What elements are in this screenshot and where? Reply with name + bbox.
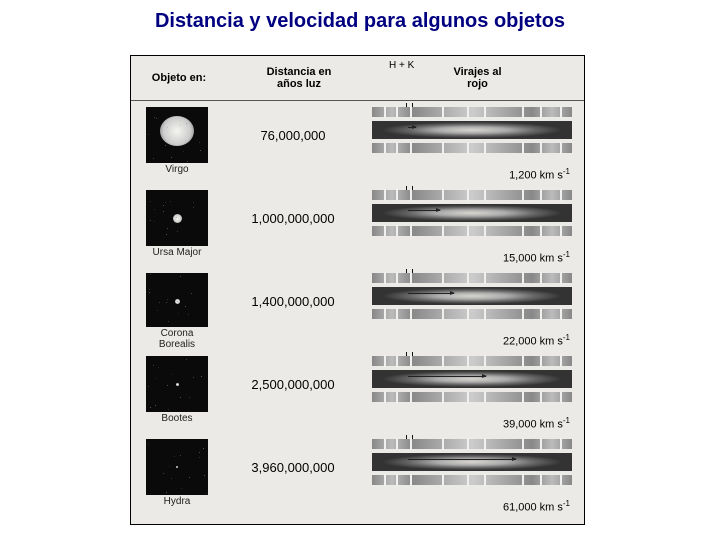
galaxy-image [146,273,208,327]
spectrum [372,190,572,236]
object-cell: Virgo [131,101,223,184]
velocity-value: 15,000 km s-1 [503,250,570,265]
object-cell: Ursa Major [131,184,223,267]
redshift-arrow-icon [408,459,516,460]
galaxy-image [146,107,208,163]
spectrum-cell: 39,000 km s-1 [363,350,584,433]
velocity-value: 39,000 km s-1 [503,416,570,431]
distance-value: 2,500,000,000 [223,350,363,433]
slide: Distancia y velocidad para algunos objet… [0,0,720,540]
table-row: CoronaBorealis 1,400,000,000 22,000 km s-1 [131,267,584,350]
galaxy-image [146,439,208,495]
table-row: Ursa Major 1,000,000,000 15,000 km s-1 [131,184,584,267]
table-row: Bootes 2,500,000,000 39,000 km s-1 [131,350,584,433]
object-cell: Hydra [131,433,223,516]
redshift-arrow-icon [408,210,440,211]
figure-panel: Objeto en: Distancia enaños luz H + K Vi… [130,55,585,525]
redshift-arrow-icon [408,376,486,377]
redshift-arrow-icon [408,293,454,294]
velocity-value: 1,200 km s-1 [509,167,570,182]
galaxy-name: Bootes [161,414,192,425]
header-redshift-text: Virajes alrojo [453,66,501,90]
spectrum-cell: 15,000 km s-1 [363,184,584,267]
galaxy-image [146,356,208,412]
data-rows: Virgo 76,000,000 1,200 km s-1 Ursa Major 1,0… [131,101,584,516]
redshift-arrow-icon [408,127,416,128]
object-cell: Bootes [131,350,223,433]
galaxy-name: Virgo [165,165,188,176]
table-row: Virgo 76,000,000 1,200 km s-1 [131,101,584,184]
spectrum [372,356,572,402]
spectrum [372,273,572,319]
velocity-value: 22,000 km s-1 [503,333,570,348]
distance-value: 1,000,000,000 [223,184,363,267]
table-row: Hydra 3,960,000,000 61,000 km s-1 [131,433,584,516]
galaxy-image [146,190,208,246]
header-redshift: H + K Virajes alrojo [371,56,584,100]
velocity-value: 61,000 km s-1 [503,499,570,514]
galaxy-name: Hydra [164,497,191,508]
spectrum-cell: 1,200 km s-1 [363,101,584,184]
spectrum [372,439,572,485]
table-header: Objeto en: Distancia enaños luz H + K Vi… [131,56,584,101]
galaxy-name: CoronaBorealis [159,329,195,350]
object-cell: CoronaBorealis [131,267,223,350]
galaxy-name: Ursa Major [153,248,202,259]
spectrum-cell: 61,000 km s-1 [363,433,584,516]
distance-value: 1,400,000,000 [223,267,363,350]
header-object: Objeto en: [131,56,227,100]
header-distance: Distancia enaños luz [227,56,371,100]
hk-label: H + K [389,60,414,71]
spectrum [372,107,572,153]
spectrum-cell: 22,000 km s-1 [363,267,584,350]
distance-value: 3,960,000,000 [223,433,363,516]
slide-title: Distancia y velocidad para algunos objet… [0,10,720,33]
distance-value: 76,000,000 [223,101,363,184]
